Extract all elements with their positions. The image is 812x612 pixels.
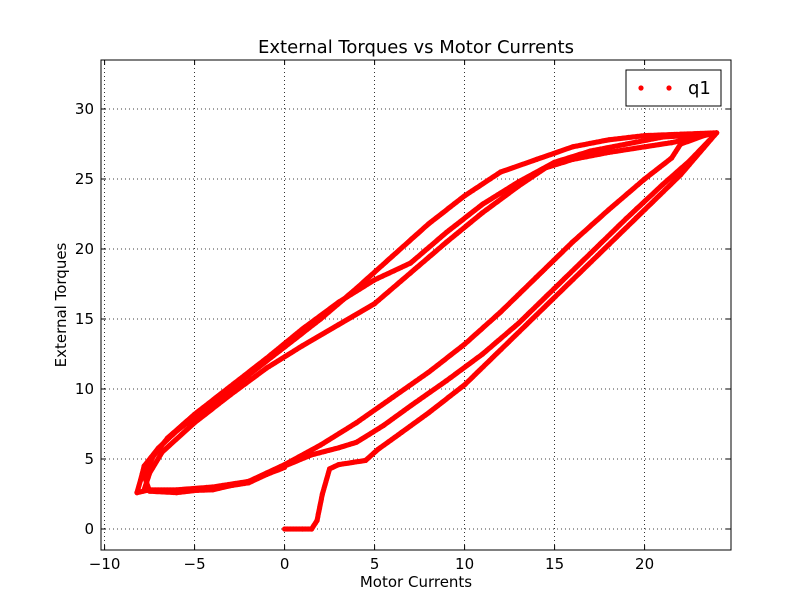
y-tick-label: 30 — [75, 100, 94, 118]
y-tick-label: 15 — [75, 310, 94, 328]
y-tick-label: 20 — [75, 240, 94, 258]
ticks: −10 −5 0 5 10 15 20 0 5 10 15 20 25 30 — [75, 60, 731, 573]
x-tick-label: 5 — [370, 555, 380, 573]
x-tick-label: −5 — [184, 555, 206, 573]
y-tick-label: 0 — [84, 520, 94, 538]
chart-title: External Torques vs Motor Currents — [258, 37, 574, 58]
x-tick-label: −10 — [89, 555, 121, 573]
y-axis-label: External Torques — [52, 242, 70, 367]
y-tick-label: 10 — [75, 380, 94, 398]
data-point — [282, 464, 288, 470]
legend-entry-q1: q1 — [688, 78, 711, 99]
x-tick-label: 0 — [280, 555, 290, 573]
x-tick-label: 20 — [635, 555, 654, 573]
legend-marker — [666, 85, 672, 91]
series-q1 — [134, 130, 720, 532]
y-tick-label: 5 — [84, 450, 94, 468]
legend: q1 — [625, 69, 722, 107]
x-tick-label: 15 — [545, 555, 564, 573]
x-axis-label: Motor Currents — [360, 573, 472, 591]
y-tick-label: 25 — [75, 170, 94, 188]
x-tick-label: 10 — [455, 555, 474, 573]
legend-marker — [638, 85, 644, 91]
plot-frame — [100, 59, 732, 551]
